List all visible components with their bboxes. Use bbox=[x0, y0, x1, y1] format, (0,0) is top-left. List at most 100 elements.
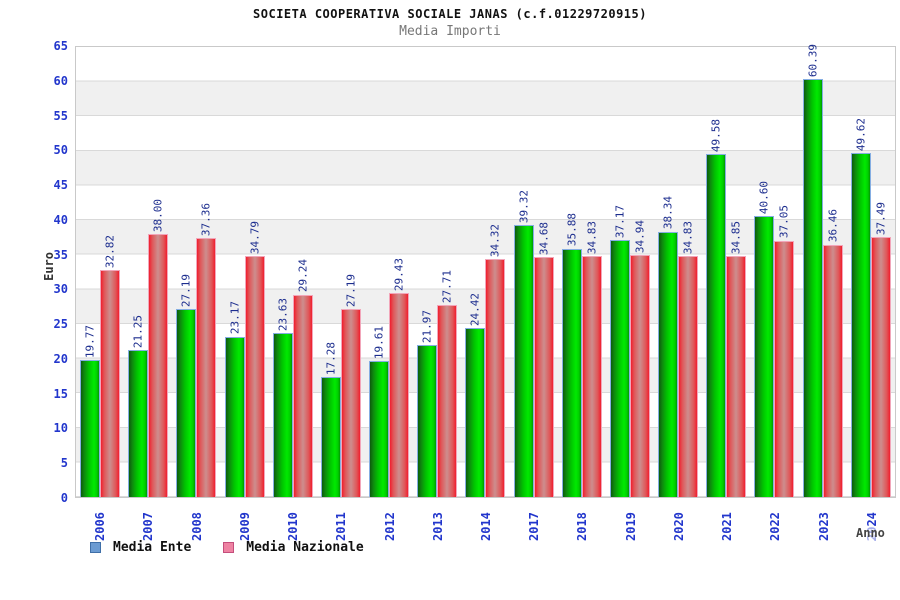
bar-value-label: 34.68 bbox=[537, 221, 551, 255]
y-tick-label: 35 bbox=[53, 247, 68, 262]
x-tick-label: 2007 bbox=[141, 512, 156, 541]
bar-group: 23.17 34.79 bbox=[221, 47, 269, 497]
y-tick-label: 60 bbox=[53, 73, 68, 88]
bar-value-label: 37.49 bbox=[874, 202, 888, 236]
bar-media-ente: 49.62 bbox=[850, 118, 871, 497]
legend-swatch-media-nazionale-icon bbox=[223, 542, 235, 553]
bar-group: 35.88 34.83 bbox=[558, 47, 606, 497]
bar-media-ente: 17.28 bbox=[320, 342, 341, 497]
bar-value-label: 49.58 bbox=[709, 118, 723, 152]
bar-media-ente: 49.58 bbox=[706, 119, 727, 497]
bar-value-label: 27.71 bbox=[440, 270, 454, 304]
bar-group: 17.28 27.19 bbox=[317, 47, 365, 497]
y-tick-label: 30 bbox=[53, 282, 68, 297]
x-axis: 2006 2007 2008 2009 2010 2011 2012 2013 2014 2017… bbox=[76, 501, 896, 541]
x-tick-label: 2014 bbox=[478, 512, 493, 541]
bar-media-nazionale: 37.49 bbox=[870, 202, 891, 497]
x-tick-cell: 2017 bbox=[510, 501, 558, 541]
bar-value-label: 23.17 bbox=[228, 301, 242, 335]
bar-media-nazionale: 34.79 bbox=[244, 221, 265, 497]
euro-axis-label: Euro bbox=[42, 252, 56, 281]
bar-value-label: 38.00 bbox=[151, 198, 165, 232]
bar-media-nazionale: 27.71 bbox=[437, 270, 458, 497]
bar-group: 19.77 32.82 bbox=[76, 47, 124, 497]
bar-media-ente: 37.17 bbox=[609, 205, 630, 497]
legend-item-media-ente: Media Ente bbox=[90, 540, 191, 555]
bar-group: 21.25 38.00 bbox=[124, 47, 172, 497]
bar-value-label: 34.83 bbox=[681, 220, 695, 254]
bar-value-label: 37.05 bbox=[777, 205, 791, 239]
bar-value-label: 34.85 bbox=[729, 220, 743, 254]
bar-media-nazionale: 38.00 bbox=[148, 199, 169, 497]
bar-media-nazionale: 27.19 bbox=[340, 274, 361, 497]
x-tick-cell: 2020 bbox=[655, 501, 703, 541]
x-tick-label: 2020 bbox=[671, 512, 686, 541]
bar-value-label: 27.19 bbox=[344, 273, 358, 307]
x-tick-label: 2022 bbox=[768, 512, 783, 541]
legend-swatch-media-ente-icon bbox=[90, 542, 101, 553]
bar-value-label: 21.97 bbox=[420, 309, 434, 343]
bar-value-label: 23.63 bbox=[276, 298, 290, 332]
bar-media-nazionale: 37.05 bbox=[774, 205, 795, 497]
bar-media-ente: 23.63 bbox=[272, 298, 293, 497]
bar-value-label: 37.17 bbox=[613, 204, 627, 238]
bar-media-nazionale: 34.32 bbox=[485, 224, 506, 497]
y-tick-label: 55 bbox=[53, 108, 68, 123]
bar-value-label: 17.28 bbox=[324, 342, 338, 376]
x-tick-cell: 2014 bbox=[462, 501, 510, 541]
y-axis: 0 5 10 15 20 25 30 35 40 45 50 55 60 65 bbox=[0, 39, 70, 505]
bar-media-ente: 60.39 bbox=[802, 44, 823, 497]
bar-group: 27.19 37.36 bbox=[172, 47, 220, 497]
x-tick-label: 2013 bbox=[430, 512, 445, 541]
bar-group: 38.34 34.83 bbox=[654, 47, 702, 497]
bar-group: 24.42 34.32 bbox=[461, 47, 509, 497]
y-tick-label: 25 bbox=[53, 317, 68, 332]
x-tick-label: 2017 bbox=[527, 512, 542, 541]
bar-value-label: 35.88 bbox=[565, 213, 579, 247]
x-tick-label: 2009 bbox=[237, 512, 252, 541]
bar-media-nazionale: 29.24 bbox=[292, 259, 313, 497]
y-tick-label: 0 bbox=[60, 491, 68, 505]
page-title: SOCIETA COOPERATIVA SOCIALE JANAS (c.f.0… bbox=[253, 7, 647, 21]
bar-media-nazionale: 34.68 bbox=[533, 222, 554, 497]
plot-area: 19.77 32.82 21.25 38.00 27.19 37.36 23.17 34.79… bbox=[75, 44, 896, 498]
anno-axis-label: Anno bbox=[856, 526, 885, 540]
y-tick-label: 45 bbox=[53, 178, 68, 193]
bar-media-ente: 35.88 bbox=[561, 213, 582, 497]
bar-media-nazionale: 32.82 bbox=[100, 235, 121, 497]
bar-value-label: 24.42 bbox=[468, 292, 482, 326]
bar-value-label: 60.39 bbox=[806, 43, 820, 77]
x-tick-label: 2006 bbox=[93, 512, 108, 541]
legend: Media Ente Media Nazionale bbox=[90, 540, 364, 555]
bar-media-ente: 21.25 bbox=[128, 315, 149, 497]
x-tick-label: 2011 bbox=[334, 512, 349, 541]
bar-value-label: 29.43 bbox=[392, 258, 406, 292]
bar-media-ente: 21.97 bbox=[417, 310, 438, 497]
bar-group: 19.61 29.43 bbox=[365, 47, 413, 497]
bar-group: 49.58 34.85 bbox=[702, 47, 750, 497]
y-tick-label: 50 bbox=[53, 143, 68, 158]
bar-value-label: 19.77 bbox=[83, 325, 97, 359]
x-tick-cell: 2013 bbox=[414, 501, 462, 541]
y-tick-label: 5 bbox=[60, 456, 68, 471]
bar-value-label: 49.62 bbox=[854, 118, 868, 152]
bar-value-label: 34.83 bbox=[585, 220, 599, 254]
bar-value-label: 34.79 bbox=[248, 221, 262, 255]
x-tick-cell: 2022 bbox=[751, 501, 799, 541]
x-tick-cell: 2018 bbox=[558, 501, 606, 541]
bar-value-label: 37.36 bbox=[199, 203, 213, 237]
x-tick-cell: 2008 bbox=[172, 501, 220, 541]
legend-label-media-nazionale: Media Nazionale bbox=[246, 540, 364, 555]
x-tick-label: 2012 bbox=[382, 512, 397, 541]
bar-media-ente: 23.17 bbox=[224, 301, 245, 497]
bar-value-label: 40.60 bbox=[757, 180, 771, 214]
bar-value-label: 39.32 bbox=[517, 189, 531, 223]
bar-media-ente: 19.77 bbox=[80, 325, 101, 497]
y-tick-label: 15 bbox=[53, 386, 68, 401]
bar-value-label: 21.25 bbox=[131, 314, 145, 348]
bar-media-nazionale: 37.36 bbox=[196, 203, 217, 497]
y-tick-label: 10 bbox=[53, 421, 68, 436]
legend-label-media-ente: Media Ente bbox=[113, 540, 192, 555]
x-tick-cell: 2019 bbox=[607, 501, 655, 541]
